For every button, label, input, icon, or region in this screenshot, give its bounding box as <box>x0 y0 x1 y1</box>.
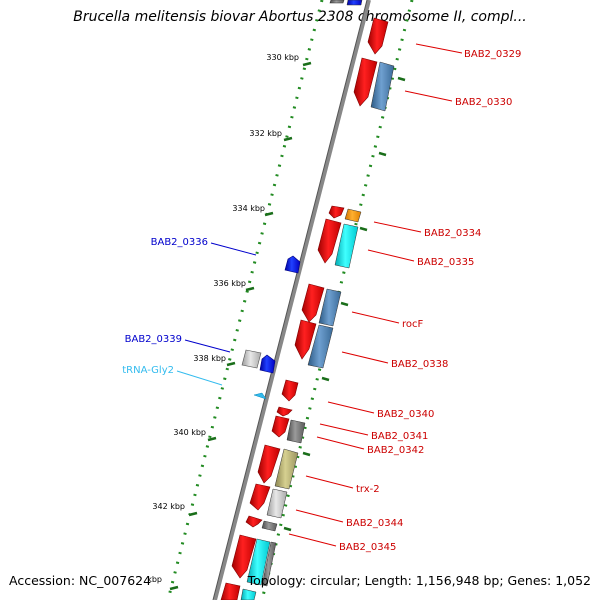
leader-bab2-0336 <box>210 242 257 256</box>
label-leaders <box>176 43 463 547</box>
leader-bab2-0329 <box>415 43 463 54</box>
tick-label: 338 kbp <box>193 354 226 363</box>
outer-tick <box>378 151 387 157</box>
major-tick <box>226 361 236 367</box>
major-tick <box>169 585 179 591</box>
label-bab2-0339[interactable]: BAB2_0339 <box>125 334 182 345</box>
leader-trna-gly2 <box>176 370 223 386</box>
label-bab2-0330[interactable]: BAB2_0330 <box>455 97 512 108</box>
tick-label: 340 kbp <box>173 428 206 437</box>
gene-bab2-0342[interactable] <box>271 415 290 438</box>
major-tick <box>302 61 312 67</box>
accession-text: Accession: NC_007624 <box>9 573 152 588</box>
cog-box-bab2-0335 <box>334 223 359 269</box>
leader-bab2-0341 <box>319 423 369 436</box>
label-bab2-0341[interactable]: BAB2_0341 <box>371 431 428 442</box>
trna-gly2[interactable] <box>253 392 267 400</box>
cog-box-bab2-0334 <box>344 208 362 223</box>
major-tick <box>245 286 255 292</box>
major-tick <box>264 211 274 217</box>
gene-red-bottom[interactable] <box>220 582 241 600</box>
tick-label: 330 kbp <box>266 53 299 62</box>
outer-tick <box>340 301 349 307</box>
major-tick <box>283 136 293 142</box>
gene-top-gray <box>329 0 345 4</box>
cog-box-bab2-0345 <box>246 538 271 586</box>
gene-bab2-0336[interactable] <box>284 255 301 274</box>
cog-box-0344-upstream <box>266 488 288 519</box>
gene-bab2-0329[interactable] <box>367 17 389 55</box>
gene-bab2-0339-cog <box>241 349 262 369</box>
label-bab2-0335[interactable]: BAB2_0335 <box>417 257 474 268</box>
leader-bab2-0344 <box>295 509 344 523</box>
gene-bab2-0334[interactable] <box>328 205 345 219</box>
label-trna-gly2[interactable]: tRNA-Gly2 <box>122 365 174 376</box>
tick-label: 336 kbp <box>213 279 246 288</box>
outer-tick <box>321 376 330 382</box>
label-trx-2[interactable]: trx-2 <box>356 484 380 495</box>
label-bab2-0342[interactable]: BAB2_0342 <box>367 445 424 456</box>
leader-bab2-0339 <box>184 339 231 353</box>
forward-genes <box>220 17 389 600</box>
leader-trx-2 <box>305 475 354 489</box>
gene-rocf[interactable] <box>301 283 325 323</box>
gene-trx-2[interactable] <box>257 444 281 484</box>
gene-bab2-0344[interactable] <box>245 515 263 528</box>
major-ticks <box>169 61 406 591</box>
tick-label: 334 kbp <box>232 204 265 213</box>
label-bab2-0329[interactable]: BAB2_0329 <box>464 49 521 60</box>
cog-box-bottom <box>240 588 257 600</box>
outer-tick <box>359 226 368 232</box>
outer-tick <box>302 451 311 457</box>
gene-bab2-0335[interactable] <box>317 218 342 264</box>
cog-box-bab2-0342 <box>286 419 306 444</box>
cog-box-bab2-0330 <box>370 61 395 112</box>
outer-tick <box>397 76 406 82</box>
tick-label: 342 kbp <box>152 502 185 511</box>
label-bab2-0338[interactable]: BAB2_0338 <box>391 359 448 370</box>
gene-bab2-0341[interactable] <box>276 406 293 417</box>
inner-tick-rail <box>166 0 324 600</box>
cog-box-0345-gray <box>261 541 277 587</box>
gene-bab2-0338[interactable] <box>294 319 317 360</box>
leader-bab2-0345 <box>288 533 337 547</box>
leader-bab2-0342 <box>316 436 365 450</box>
label-bab2-0334[interactable]: BAB2_0334 <box>424 228 481 239</box>
backbone-track <box>213 0 371 600</box>
tick-label: kbp <box>147 575 162 584</box>
gene-red-upstream-0344[interactable] <box>249 483 271 511</box>
cog-box-bab2-0344 <box>261 520 278 532</box>
leader-rocf <box>351 311 400 324</box>
cog-box-rocf <box>318 288 342 327</box>
map-title: Brucella melitensis biovar Abortus 2308 … <box>73 9 527 25</box>
topology-text: Topology: circular; Length: 1,156,948 bp… <box>247 573 591 588</box>
cog-box-bab2-0338 <box>307 324 334 369</box>
outer-tick <box>283 526 292 532</box>
gene-bab2-0330[interactable] <box>353 57 378 107</box>
major-tick <box>207 436 217 442</box>
leader-bab2-0334 <box>373 221 422 233</box>
leader-bab2-0340 <box>327 401 375 414</box>
label-bab2-0344[interactable]: BAB2_0344 <box>346 518 403 529</box>
leader-bab2-0338 <box>341 351 389 364</box>
leader-bab2-0335 <box>367 249 415 262</box>
gene-bab2-0339[interactable] <box>259 354 276 374</box>
gene-bab2-0340[interactable] <box>281 379 299 402</box>
major-tick <box>188 511 198 517</box>
tick-label: 332 kbp <box>249 129 282 138</box>
label-bab2-0340[interactable]: BAB2_0340 <box>377 409 434 420</box>
cog-box-top <box>346 0 363 6</box>
leader-bab2-0330 <box>404 90 453 102</box>
cog-box-trx-2 <box>274 448 299 490</box>
backbone-track-shadow <box>212 0 368 600</box>
label-bab2-0336[interactable]: BAB2_0336 <box>151 237 208 248</box>
cog-boxes <box>240 0 395 600</box>
label-rocf[interactable]: rocF <box>402 319 424 330</box>
reverse-genes <box>241 0 345 374</box>
label-bab2-0345[interactable]: BAB2_0345 <box>339 542 396 553</box>
gene-bab2-0345[interactable] <box>231 534 257 579</box>
